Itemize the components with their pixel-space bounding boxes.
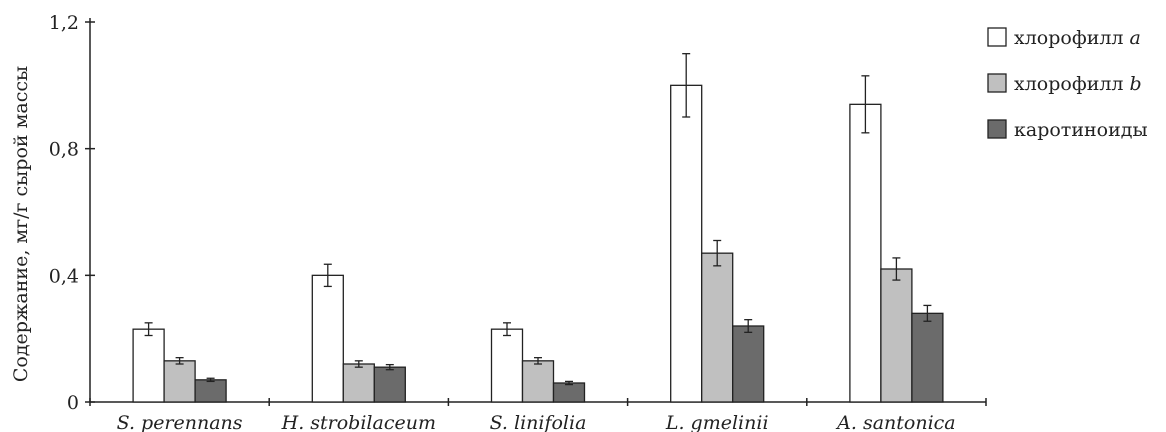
legend-swatch — [987, 119, 1007, 139]
y-tick-label: 0,8 — [49, 139, 79, 161]
bar-3-2 — [732, 325, 765, 403]
legend-label: каротиноиды — [1014, 119, 1148, 141]
legend-swatch — [987, 27, 1007, 47]
bar-4-1 — [880, 268, 913, 403]
bar-0-2 — [194, 379, 227, 403]
bar-2-0 — [490, 328, 524, 403]
bar-1-1 — [342, 363, 375, 403]
y-tick-label: 0 — [67, 392, 79, 414]
bar-4-0 — [849, 103, 882, 403]
y-tick-label: 0,4 — [49, 265, 79, 287]
y-tick-label: 1,2 — [49, 12, 79, 34]
bar-2-1 — [521, 360, 555, 403]
bar-0-0 — [132, 328, 165, 403]
legend-label: хлорофилл a — [1014, 27, 1141, 49]
x-tick-label: S. perennans — [117, 412, 243, 432]
bar-3-1 — [701, 252, 734, 403]
bar-4-2 — [911, 312, 944, 403]
bars — [132, 53, 944, 403]
x-tick-label: S. linifolia — [490, 412, 587, 432]
bar-3-0 — [670, 84, 703, 403]
x-tick-label: H. strobilaceum — [281, 412, 436, 432]
bar-1-2 — [373, 366, 406, 403]
bar-2-2 — [552, 382, 586, 403]
labels: 0 0,4 0,8 1,2 Содержание, мг/г сырой массы S.… — [10, 12, 956, 432]
x-tick-label: L. gmelinii — [665, 412, 769, 432]
x-tick-label: A. santonica — [835, 412, 955, 432]
legend-swatch — [987, 73, 1007, 93]
legend-label: хлорофилл b — [1014, 73, 1142, 95]
y-axis-label: Содержание, мг/г сырой массы — [10, 66, 32, 382]
bar-1-0 — [311, 274, 344, 403]
legend: хлорофилл a хлорофилл b каротиноиды — [987, 27, 1148, 141]
bar-0-1 — [163, 360, 196, 403]
